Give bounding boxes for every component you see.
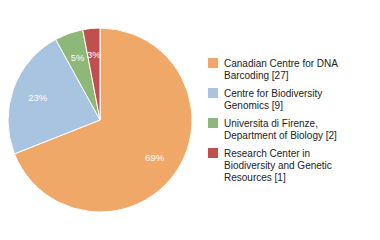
legend-entry-line: Genomics [9] (224, 100, 283, 111)
legend-entry-line: Resources [1] (224, 172, 286, 183)
legend-entry-line: Biodiversity and Genetic (224, 160, 332, 171)
chart: 69% 23% 5%3% Canadian Centre for DNABarcodi… (0, 0, 380, 240)
data-labels: 69% 23% 5%3% (28, 49, 165, 163)
legend-swatch (208, 118, 218, 128)
pie (8, 28, 192, 212)
legend-entry-line: Centre for Biodiversity (224, 88, 322, 99)
data-label: 5% (71, 52, 85, 63)
legend-entry: Universita di Firenze,Department of Biol… (224, 118, 337, 141)
legend-swatch (208, 88, 218, 98)
data-label: 3% (87, 49, 101, 60)
legend-entry: Centre for BiodiversityGenomics [9] (224, 88, 322, 111)
legend: Canadian Centre for DNABarcoding [27] Cen… (208, 58, 338, 183)
data-label: 69% (145, 152, 165, 163)
legend-entry-line: Barcoding [27] (224, 70, 289, 81)
legend-entry-line: Universita di Firenze, (224, 118, 318, 129)
data-label: 23% (28, 92, 48, 103)
legend-entry-line: Research Center in (224, 148, 310, 159)
legend-entry-line: Canadian Centre for DNA (224, 58, 338, 69)
legend-swatch (208, 58, 218, 68)
legend-entry: Canadian Centre for DNABarcoding [27] (224, 58, 338, 81)
legend-entry-line: Department of Biology [2] (224, 130, 337, 141)
legend-swatch (208, 148, 218, 158)
pie-slice (83, 28, 100, 120)
legend-entry: Research Center inBiodiversity and Genet… (224, 148, 332, 183)
